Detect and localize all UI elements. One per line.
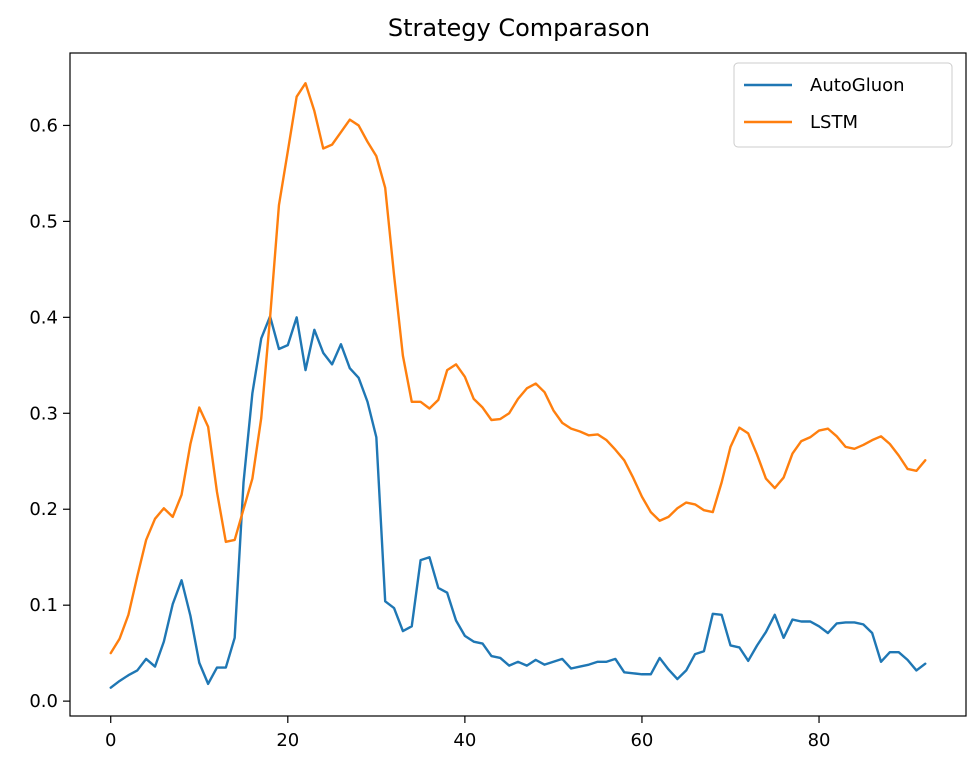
legend: AutoGluon LSTM	[733, 62, 953, 148]
x-tick-label: 0	[105, 730, 116, 751]
y-axis: 0.0 0.1 0.2 0.3 0.4 0.5 0.6	[29, 115, 70, 712]
y-tick-label: 0.6	[29, 115, 58, 136]
x-tick-label: 80	[808, 730, 831, 751]
y-tick-label: 0.2	[29, 499, 58, 520]
series-layer	[109, 82, 927, 689]
plot-frame	[69, 52, 967, 717]
x-axis: 0 20 40 60 80	[105, 716, 830, 751]
y-tick-label: 0.3	[29, 403, 58, 424]
x-tick-label: 20	[276, 730, 299, 751]
plot-area	[69, 52, 967, 717]
legend-label: AutoGluon	[810, 75, 905, 96]
legend-label: LSTM	[810, 112, 858, 133]
series-line-autogluon	[109, 315, 927, 689]
chart-title: Strategy Comparason	[388, 14, 650, 42]
series-line-lstm	[109, 82, 927, 655]
y-tick-label: 0.4	[29, 307, 58, 328]
y-tick-label: 0.1	[29, 595, 58, 616]
x-tick-label: 40	[453, 730, 476, 751]
y-tick-label: 0.5	[29, 211, 58, 232]
y-tick-label: 0.0	[29, 691, 58, 712]
x-tick-label: 60	[630, 730, 653, 751]
